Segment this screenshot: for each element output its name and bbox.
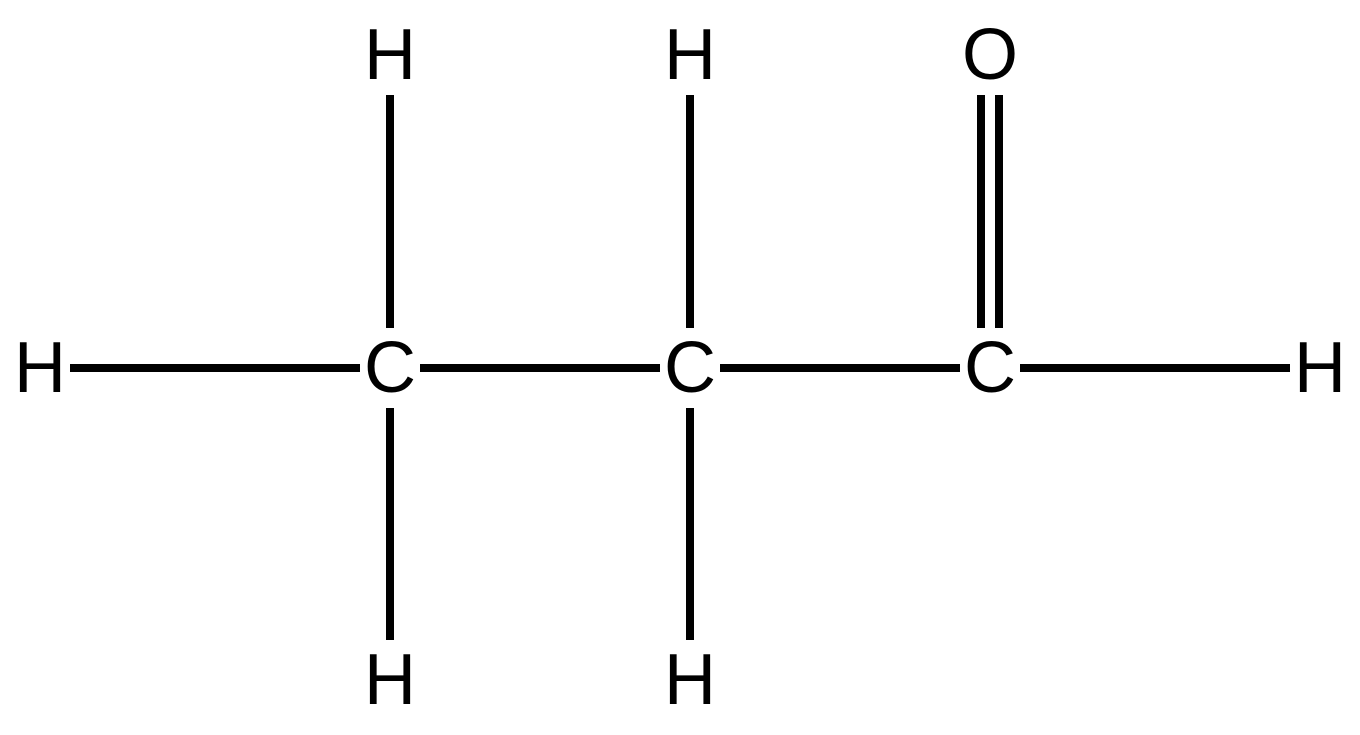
molecule-diagram: H C C C H H H H H O	[0, 0, 1360, 735]
atom-label-H_c1_up: H	[364, 15, 416, 95]
atom-label-C3: C	[964, 328, 1016, 408]
atom-label-H_right: H	[1294, 328, 1346, 408]
atom-label-O_c3_up: O	[962, 15, 1018, 95]
atom-label-C1: C	[364, 328, 416, 408]
atom-label-C2: C	[664, 328, 716, 408]
atom-label-H_left: H	[14, 328, 66, 408]
atom-label-H_c2_dn: H	[664, 640, 716, 720]
atom-label-H_c2_up: H	[664, 15, 716, 95]
atom-label-H_c1_dn: H	[364, 640, 416, 720]
